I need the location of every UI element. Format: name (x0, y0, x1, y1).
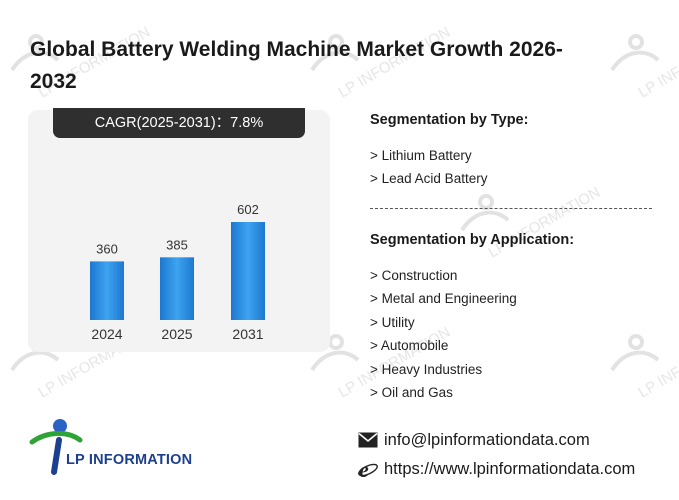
application-item: > Oil and Gas (370, 384, 453, 400)
application-item: > Construction (370, 268, 458, 283)
value-label: 602 (237, 202, 259, 217)
segmentation-type-heading: Segmentation by Type: (370, 112, 529, 128)
application-item: > Heavy Industries (370, 361, 483, 377)
watermark-swoosh (610, 50, 660, 72)
segmentation-application-heading: Segmentation by Application: (370, 232, 575, 248)
application-item: > Automobile (370, 338, 449, 354)
divider (370, 208, 652, 209)
bar-2024 (90, 261, 124, 320)
logo-text: LP INFORMATION (66, 452, 193, 468)
application-item: > Metal and Engineering (370, 291, 517, 307)
cagr-badge: CAGR(2025-2031)：7.8% (53, 108, 305, 138)
watermark-text: LP INFORMATION (486, 184, 604, 262)
segmentation-application-list: > Construction > Metal and Engineering >… (370, 264, 517, 404)
category-label: 2031 (232, 326, 263, 342)
watermark-text: LP INFORMATION (636, 24, 679, 102)
application-item: > Utility (370, 314, 415, 330)
value-label: 360 (96, 241, 118, 256)
page-title: Global Battery Welding Machine Market Gr… (30, 38, 563, 93)
category-label: 2024 (91, 326, 122, 342)
type-item: > Lithium Battery (370, 148, 472, 163)
bar-2031 (231, 222, 265, 320)
website-row[interactable]: e https://www.lpinformationdata.com (358, 457, 635, 481)
watermark-swoosh (10, 350, 60, 372)
email-row[interactable]: info@lpinformationdata.com (358, 428, 590, 452)
watermark-dot (478, 194, 494, 210)
watermark-swoosh (610, 350, 660, 372)
website-link[interactable]: https://www.lpinformationdata.com (384, 459, 636, 478)
internet-explorer-icon: e (358, 459, 378, 479)
bar-chart: 360 2024 385 2025 602 2031 (90, 202, 265, 342)
segmentation-type-list: > Lithium Battery > Lead Acid Battery (370, 144, 487, 191)
svg-text:e: e (359, 459, 369, 479)
email-link[interactable]: info@lpinformationdata.com (384, 430, 590, 449)
watermark-text: LP INFORMATION (636, 324, 679, 402)
value-label: 385 (166, 237, 188, 252)
lp-information-logo (29, 419, 83, 475)
watermark-swoosh (310, 350, 360, 372)
watermark-dot (628, 34, 644, 50)
envelope-icon (358, 432, 378, 448)
watermark-dot (628, 334, 644, 350)
watermark-swoosh (460, 210, 510, 232)
watermark-dot (328, 334, 344, 350)
bar-2025 (160, 257, 194, 320)
logo-dot-icon (53, 419, 67, 433)
type-item: > Lead Acid Battery (370, 171, 488, 187)
category-label: 2025 (161, 326, 192, 342)
